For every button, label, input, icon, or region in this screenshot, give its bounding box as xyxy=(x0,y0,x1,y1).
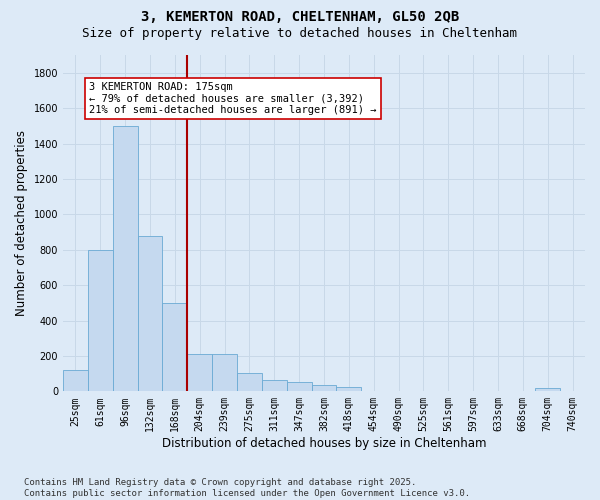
Text: Size of property relative to detached houses in Cheltenham: Size of property relative to detached ho… xyxy=(83,28,517,40)
Y-axis label: Number of detached properties: Number of detached properties xyxy=(15,130,28,316)
Bar xyxy=(137,236,163,392)
Bar xyxy=(163,303,187,392)
Bar xyxy=(311,385,337,392)
Text: 3 KEMERTON ROAD: 175sqm
← 79% of detached houses are smaller (3,392)
21% of semi: 3 KEMERTON ROAD: 175sqm ← 79% of detache… xyxy=(89,82,377,115)
Bar xyxy=(63,370,88,392)
Bar xyxy=(287,382,311,392)
Bar xyxy=(212,354,237,392)
Bar xyxy=(88,250,113,392)
Bar xyxy=(337,387,361,392)
Text: Contains HM Land Registry data © Crown copyright and database right 2025.
Contai: Contains HM Land Registry data © Crown c… xyxy=(24,478,470,498)
Bar xyxy=(262,380,287,392)
Text: 3, KEMERTON ROAD, CHELTENHAM, GL50 2QB: 3, KEMERTON ROAD, CHELTENHAM, GL50 2QB xyxy=(141,10,459,24)
Bar xyxy=(113,126,137,392)
Bar xyxy=(237,372,262,392)
Bar xyxy=(187,354,212,392)
X-axis label: Distribution of detached houses by size in Cheltenham: Distribution of detached houses by size … xyxy=(162,437,486,450)
Bar xyxy=(535,388,560,392)
